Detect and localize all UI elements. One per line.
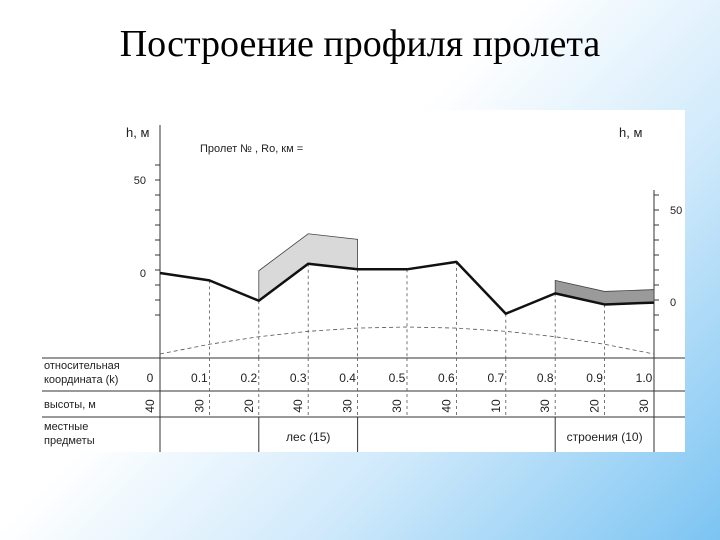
right-tick-label: 50 [670,205,682,217]
coordinate-value: 0.3 [290,371,307,385]
left-tick-label: 50 [134,175,146,187]
coordinate-row-label: координата (k) [44,374,118,386]
height-value: 40 [143,399,157,413]
local-object-region [554,279,655,305]
height-value: 40 [439,399,453,413]
coordinate-value: 0.8 [537,371,554,385]
height-value: 30 [341,399,355,413]
profile-chart: h, м h, м 50 0 50 0 Пролет № , Ro, км = относит… [42,125,685,452]
terrain-profile-line [159,260,655,315]
coordinate-value: 0.7 [487,371,504,385]
coordinate-value: 0.6 [438,371,455,385]
coordinate-value: 0.1 [191,371,208,385]
local-object-label: лес (15) [286,430,330,444]
right-axis-label: h, м [619,125,642,140]
coordinate-value: 0.4 [339,371,356,385]
earth-curvature-arc [159,326,655,355]
coordinate-value: 0.9 [586,371,603,385]
height-value: 10 [489,399,503,413]
coordinate-row-label: относительная [44,360,120,372]
coordinate-value: 0.2 [240,371,257,385]
height-value: 20 [588,399,602,413]
height-value: 30 [637,399,651,413]
height-value: 20 [242,399,256,413]
profile-panel: h, м h, м 50 0 50 0 Пролет № , Ro, км = относит… [42,110,685,452]
slide-title: Построение профиля пролета [119,23,601,65]
height-value: 30 [192,399,206,413]
objects-row-label: предметы [44,435,95,447]
objects-row-label: местные [44,421,88,433]
height-value: 30 [390,399,404,413]
height-value: 30 [538,399,552,413]
left-tick-label: 0 [140,268,146,280]
span-header-text: Пролет № , Ro, км = [200,143,303,155]
coordinate-value: 0.5 [389,371,406,385]
right-tick-label: 0 [670,297,676,309]
left-axis-label: h, м [126,125,149,140]
coordinate-value: 1.0 [636,371,653,385]
heights-row-label: высоты, м [44,399,96,411]
height-value: 40 [291,399,305,413]
coordinate-value: 0 [147,371,154,385]
local-object-label: строения (10) [567,430,643,444]
